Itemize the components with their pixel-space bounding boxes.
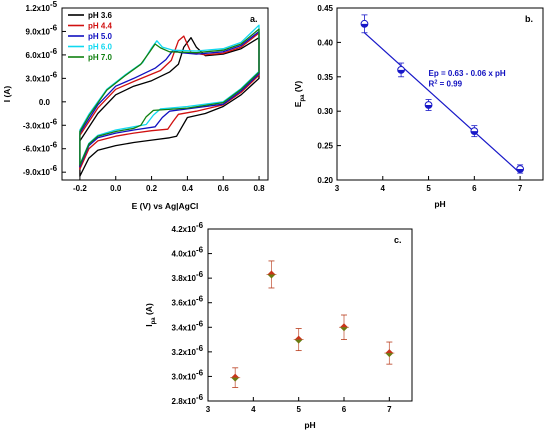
x-tick-label: 0.8 (253, 184, 265, 193)
panel-label: c. (394, 235, 402, 245)
data-point-fill (516, 168, 524, 173)
y-tick-exponent: -6 (196, 246, 204, 255)
x-tick-label: 3 (335, 184, 340, 193)
y-axis-label: I (A) (2, 86, 12, 103)
y-tick-exponent: -6 (50, 23, 58, 32)
x-tick-label: 0.2 (146, 184, 158, 193)
panel-label: a. (250, 14, 258, 24)
y-tick-exponent: -6 (50, 164, 58, 173)
y-tick-label: 4.2x10 (172, 225, 197, 234)
data-point-fill (470, 131, 478, 135)
data-point-bottom (340, 327, 348, 332)
y-axis-label: Epa (V) (293, 81, 306, 108)
y-tick-exponent: -6 (196, 393, 204, 402)
y-tick-exponent: -6 (196, 221, 204, 230)
x-tick-label: 4 (251, 405, 256, 414)
x-axis-label: pH (434, 199, 445, 209)
fit-r-squared: R2 = 0.99 (429, 79, 463, 88)
y-tick-label: 3.4x10 (172, 323, 197, 332)
y-tick-label: 3.2x10 (172, 348, 197, 357)
plot-frame (336, 7, 544, 181)
x-axis-label: pH (304, 420, 315, 430)
data-point-fill (361, 23, 368, 28)
y-tick-exponent: -6 (50, 141, 58, 150)
y-tick-label: 9.0x10 (26, 27, 51, 36)
y-tick-exponent: -6 (196, 344, 204, 353)
x-tick-label: 0.0 (110, 184, 122, 193)
plot-frame (207, 228, 413, 402)
data-point-top (267, 270, 276, 275)
legend-label: pH 6.0 (88, 43, 113, 52)
data-point-top (340, 323, 348, 328)
y-tick-exponent: -5 (50, 0, 58, 9)
legend-label: pH 5.0 (88, 32, 113, 41)
y-tick-exponent: -6 (196, 319, 204, 328)
y-tick-label: 0.0 (39, 98, 51, 107)
y-tick-exponent: -6 (50, 47, 58, 56)
data-point-fill (397, 69, 405, 74)
legend-label: pH 3.6 (88, 11, 113, 20)
x-tick-label: 7 (518, 184, 523, 193)
x-tick-label: 5 (426, 184, 431, 193)
y-tick-label: -9.0x10 (23, 168, 51, 177)
y-tick-label: 3.0x10 (26, 74, 51, 83)
y-tick-label: 0.20 (317, 176, 333, 185)
x-tick-label: 0.6 (218, 184, 230, 193)
panel-label: b. (525, 14, 533, 24)
y-tick-label: 2.8x10 (172, 397, 197, 406)
cv-curve-70 (79, 28, 260, 166)
data-point-bottom (231, 377, 240, 382)
y-tick-label: 0.30 (317, 107, 333, 116)
chart-c-peak-current-vs-ph: 3 4 5 6 72.8x10 -63.0x10 -63.2x10 -63.4x10 -63.6… (144, 221, 413, 430)
y-tick-label: -6.0x10 (23, 145, 51, 154)
y-tick-label: 1.2x10 (26, 4, 51, 13)
y-axis-label: Ipa (A) (144, 303, 157, 327)
chart-a-cyclic-voltammograms: -0.2 0.0 0.2 0.4 0.6 0.8-9.0x10 -6-6.0x10 -6-3.… (2, 0, 269, 211)
x-tick-label: 7 (387, 405, 392, 414)
data-point-bottom (267, 274, 276, 279)
x-tick-label: 6 (342, 405, 347, 414)
y-tick-label: 0.40 (317, 38, 333, 47)
y-tick-label: 4.0x10 (172, 250, 197, 259)
legend-label: pH 7.0 (88, 53, 113, 62)
data-point-bottom (385, 353, 394, 358)
y-tick-label: 6.0x10 (26, 51, 51, 60)
x-tick-label: -0.2 (73, 184, 87, 193)
x-tick-label: 6 (472, 184, 477, 193)
x-tick-label: 5 (296, 405, 301, 414)
chart-b-peak-potential-vs-ph: 3 4 5 6 7 0.20 0.25 0.30 0.35 0.40 0.45 pH Epa (V) b.… (293, 4, 544, 209)
y-tick-label: 3.6x10 (172, 299, 197, 308)
y-tick-label: 0.35 (317, 73, 333, 82)
data-point-fill (425, 105, 432, 109)
y-tick-exponent: -6 (50, 70, 58, 79)
y-tick-label: 3.8x10 (172, 274, 197, 283)
data-point-top (231, 373, 240, 378)
y-tick-exponent: -6 (196, 295, 204, 304)
y-tick-label: 3.0x10 (172, 372, 197, 381)
y-tick-label: 0.25 (317, 142, 333, 151)
y-tick-label: 0.45 (317, 4, 333, 13)
y-tick-exponent: -6 (196, 270, 204, 279)
data-point-bottom (294, 339, 303, 344)
y-tick-label: -3.0x10 (23, 121, 51, 130)
x-tick-label: 3 (206, 405, 211, 414)
y-tick-exponent: -6 (196, 368, 204, 377)
data-point-top (385, 349, 394, 354)
x-tick-label: 4 (381, 184, 386, 193)
y-tick-exponent: -6 (50, 117, 58, 126)
fit-equation: Ep = 0.63 - 0.06 x pH (429, 69, 506, 78)
linear-fit-line (364, 32, 521, 174)
x-tick-label: 0.4 (182, 184, 194, 193)
plot-frame (61, 7, 269, 181)
x-axis-label: E (V) vs Ag|AgCl (132, 201, 199, 211)
data-point-top (294, 335, 303, 340)
legend-label: pH 4.4 (88, 22, 113, 31)
